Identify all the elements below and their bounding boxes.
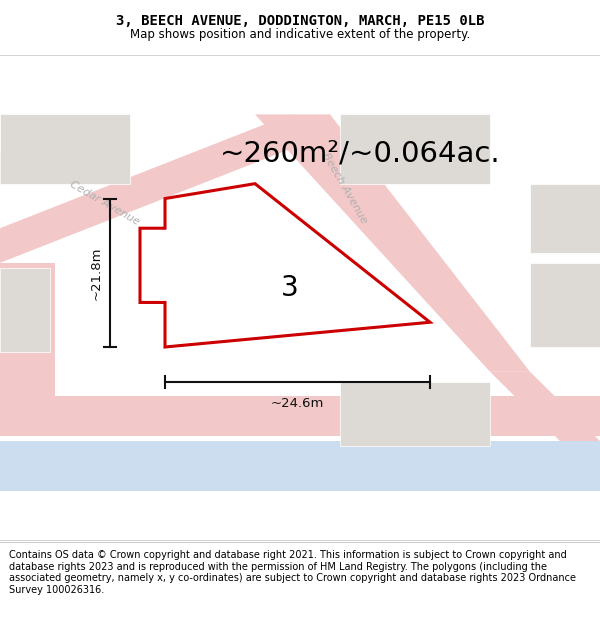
Polygon shape bbox=[140, 184, 430, 347]
Polygon shape bbox=[0, 263, 55, 396]
Polygon shape bbox=[530, 184, 600, 253]
Polygon shape bbox=[255, 114, 530, 372]
Polygon shape bbox=[0, 114, 290, 263]
Text: Contains OS data © Crown copyright and database right 2021. This information is : Contains OS data © Crown copyright and d… bbox=[9, 550, 576, 595]
Text: 3: 3 bbox=[281, 274, 299, 302]
Polygon shape bbox=[530, 263, 600, 347]
Text: ~24.6m: ~24.6m bbox=[271, 398, 324, 411]
Polygon shape bbox=[0, 114, 130, 184]
Text: Beech Avenue: Beech Avenue bbox=[320, 151, 370, 226]
Text: ~260m²/~0.064ac.: ~260m²/~0.064ac. bbox=[220, 140, 500, 168]
Polygon shape bbox=[0, 441, 600, 491]
Text: 3, BEECH AVENUE, DODDINGTON, MARCH, PE15 0LB: 3, BEECH AVENUE, DODDINGTON, MARCH, PE15… bbox=[116, 14, 484, 28]
Text: Cedar Avenue: Cedar Avenue bbox=[68, 179, 142, 228]
Polygon shape bbox=[340, 114, 490, 184]
Polygon shape bbox=[490, 372, 600, 441]
Polygon shape bbox=[0, 268, 50, 352]
Text: Map shows position and indicative extent of the property.: Map shows position and indicative extent… bbox=[130, 28, 470, 41]
Polygon shape bbox=[165, 213, 230, 278]
Polygon shape bbox=[0, 396, 600, 436]
Polygon shape bbox=[340, 382, 490, 446]
Text: ~21.8m: ~21.8m bbox=[89, 246, 103, 299]
Polygon shape bbox=[0, 114, 130, 184]
